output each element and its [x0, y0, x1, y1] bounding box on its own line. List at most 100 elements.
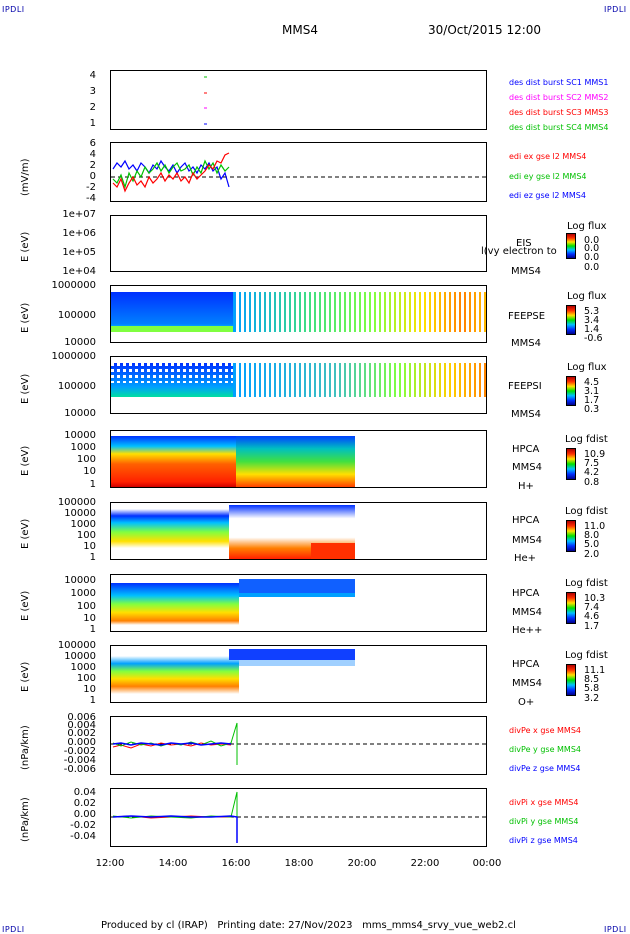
legend-burst-mms1: des dist burst SC1 MMS1 — [509, 78, 609, 87]
ylabel-hpca-o: E (eV) — [20, 661, 31, 692]
cb-value: 0.8 — [584, 477, 600, 488]
cb-value: 0.0 — [584, 252, 600, 263]
feepse-block-early — [111, 292, 233, 332]
panel-eis — [110, 215, 487, 272]
hpca-o-block-early — [111, 656, 239, 694]
ytick: -0.004 — [63, 755, 96, 766]
instrument-label-eis: EIS — [516, 238, 532, 249]
colorbar-hpca-he — [566, 520, 576, 552]
cb-value: 0.3 — [584, 404, 600, 415]
ytick: 1000 — [70, 588, 96, 599]
panel-feepsi — [110, 356, 487, 414]
ytick: 2 — [89, 160, 96, 171]
hpca-h-block-late — [236, 436, 355, 487]
colorbar-title-hpca-o: Log fdist — [565, 650, 608, 661]
corner-label-bottom-right: IPDLI — [604, 925, 627, 934]
cb-value: 2.0 — [584, 549, 600, 560]
instrument-label-hpca-o: HPCA — [512, 659, 540, 670]
colorbar-title-hpca-he: Log fdist — [565, 506, 608, 517]
hpca-h-spectrogram — [111, 436, 355, 487]
ytick: 10000 — [64, 575, 96, 586]
ytick: -2 — [86, 182, 96, 193]
cb-value: 10.3 — [584, 593, 606, 604]
cb-value: 3.1 — [584, 386, 600, 397]
colorbar-hpca-hepp — [566, 592, 576, 624]
spacecraft-label-eis: MMS4 — [511, 266, 541, 277]
xtick-label: 22:00 — [410, 858, 440, 869]
ytick: 4 — [89, 70, 96, 81]
ytick: -0.04 — [70, 831, 96, 842]
hpca-hepp-spectrogram — [111, 579, 355, 625]
ytick: 1000 — [70, 662, 96, 673]
efield-ey-trace — [112, 159, 230, 190]
feepsi-spectrogram — [111, 363, 486, 397]
legend-divpi-y: divPi y gse MMS4 — [509, 817, 579, 826]
ytick: 6 — [89, 138, 96, 149]
ytick: 1e+06 — [62, 228, 96, 239]
hpca-he-block-early — [111, 509, 236, 555]
cb-value: 4.5 — [584, 377, 600, 388]
spacecraft-label-hpca-hepp: MMS4 — [512, 607, 542, 618]
panel-divpi — [110, 788, 487, 847]
divpi-y-trace — [112, 791, 238, 819]
ytick: -0.006 — [63, 764, 96, 775]
legend-divpe-y: divPe y gse MMS4 — [509, 745, 581, 754]
efield-ex-trace — [112, 152, 230, 193]
ytick: 0.004 — [67, 720, 96, 731]
panel-burst — [110, 70, 487, 130]
cb-value: 5.0 — [584, 539, 600, 550]
ytick: 10000 — [64, 430, 96, 441]
hpca-h-block-early — [111, 436, 236, 487]
burst-plot — [204, 76, 207, 125]
ytick: 0.002 — [67, 728, 96, 739]
footer-printing-date: Printing date: 27/Nov/2023 — [217, 920, 353, 931]
panel-hpca-hepp — [110, 574, 487, 632]
cb-value: 5.8 — [584, 683, 600, 694]
spacecraft-title: MMS4 — [282, 23, 318, 37]
corner-label-bottom-left: IPDLI — [2, 925, 25, 934]
cb-value: 8.5 — [584, 674, 600, 685]
xtick-label: 18:00 — [284, 858, 314, 869]
hpca-o-band-late — [229, 649, 355, 660]
colorbar-title-hpca-hepp: Log fdist — [565, 578, 608, 589]
colorbar-hpca-h — [566, 448, 576, 480]
cb-value: 8.0 — [584, 530, 600, 541]
colorbar-feepsi — [566, 376, 576, 406]
ytick: 1000000 — [51, 351, 96, 362]
colorbar-hpca-o — [566, 664, 576, 696]
ytick: 2 — [89, 102, 96, 113]
footer-produced-by: Produced by cl (IRAP) — [101, 920, 208, 931]
ytick: 100 — [76, 673, 96, 684]
ylabel-hpca-hepp: E (eV) — [20, 590, 31, 621]
ytick: 10000 — [64, 651, 96, 662]
cb-value: 0.0 — [584, 243, 600, 254]
instrument-label-hpca-h: HPCA — [512, 444, 540, 455]
cb-value: 11.0 — [584, 521, 606, 532]
spacecraft-label-hpca-o: MMS4 — [512, 678, 542, 689]
xtick-label: 12:00 — [95, 858, 125, 869]
feepse-spectrogram — [111, 292, 486, 332]
colorbar-eis — [566, 233, 576, 259]
ytick: 1e+07 — [62, 209, 96, 220]
legend-divpi-z: divPi z gse MMS4 — [509, 836, 578, 845]
colorbar-title-feepse: Log flux — [567, 291, 607, 302]
efield-plot — [111, 152, 486, 193]
cb-value: 10.9 — [584, 449, 606, 460]
instrument-label-feepse: FEEPSE — [508, 311, 546, 322]
ytick: 1000000 — [51, 280, 96, 291]
legend-edi-ey: edi ey gse l2 MMS4 — [509, 172, 587, 181]
footer: Produced by cl (IRAP) Printing date: 27/… — [101, 920, 516, 931]
ytick: -0.02 — [70, 820, 96, 831]
spacecraft-label-hpca-h: MMS4 — [512, 462, 542, 473]
cb-value: 7.4 — [584, 602, 600, 613]
ytick: 10 — [83, 613, 96, 624]
cb-value: 1.7 — [584, 395, 600, 406]
ytick: 0.000 — [67, 737, 96, 748]
instrument-label-feepsi: FEEPSI — [508, 381, 542, 392]
ylabel-divpe: (nPa/km) — [20, 725, 31, 770]
ytick: 1 — [89, 624, 96, 635]
species-label-hpca-o: O+ — [518, 697, 535, 708]
hpca-he-spectrogram — [111, 505, 355, 559]
species-label-hpca-he: He+ — [514, 553, 537, 564]
ytick: 1000 — [70, 519, 96, 530]
